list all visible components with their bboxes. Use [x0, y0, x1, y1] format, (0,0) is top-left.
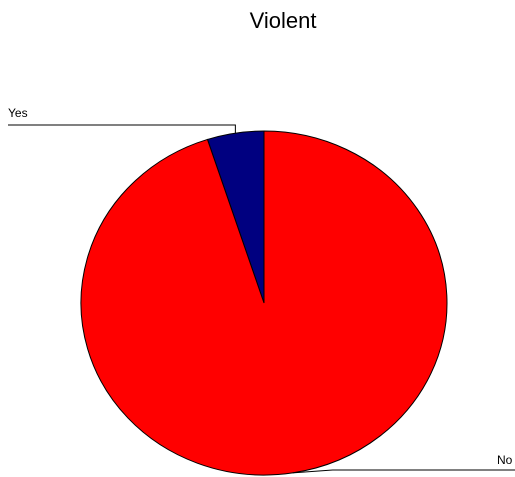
- leader-line: [8, 124, 236, 134]
- leader-line: [292, 469, 515, 474]
- chart-title: Violent: [250, 8, 317, 33]
- pie-slice: [80, 130, 448, 476]
- slice-label: Yes: [8, 106, 28, 120]
- slice-label: No: [497, 453, 513, 467]
